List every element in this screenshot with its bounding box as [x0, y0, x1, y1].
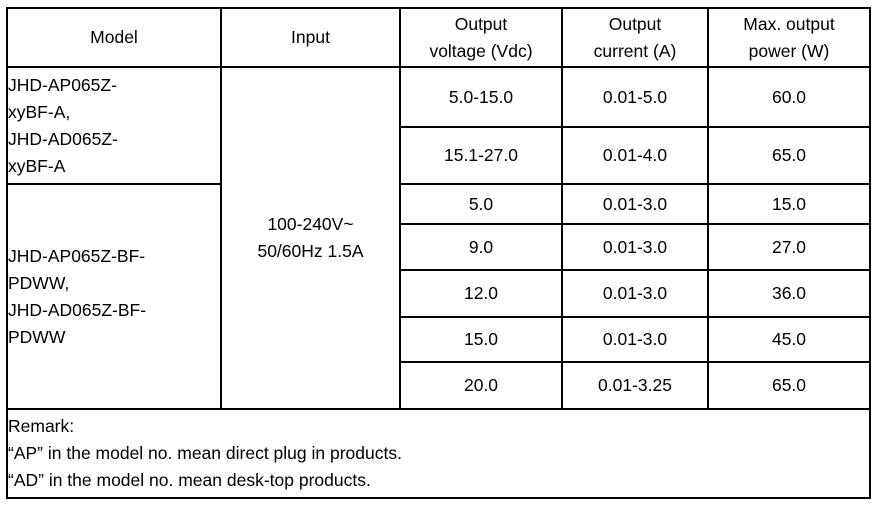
- col-header-input: Input: [220, 7, 401, 68]
- model-line: JHD-AD065Z-: [8, 128, 118, 149]
- output-current-cell: 0.01-3.0: [561, 223, 709, 271]
- col-header-model: Model: [6, 7, 222, 68]
- header-line: current (A): [593, 40, 677, 61]
- header-line: power (W): [748, 40, 830, 61]
- spec-table: Model Input Output voltage (Vdc) Output …: [6, 7, 871, 499]
- remark-row: Remark: “AP” in the model no. mean direc…: [6, 408, 871, 499]
- output-current-cell: 0.01-4.0: [561, 126, 709, 185]
- remark-line: “AD” in the model no. mean desk-top prod…: [8, 470, 371, 490]
- max-power-cell: 15.0: [707, 183, 871, 225]
- output-current-cell: 0.01-3.0: [561, 269, 709, 318]
- output-voltage-cell: 5.0-15.0: [399, 66, 563, 128]
- output-current-cell: 0.01-5.0: [561, 66, 709, 128]
- remark-line: Remark:: [8, 416, 75, 436]
- output-current-cell: 0.01-3.0: [561, 316, 709, 363]
- max-power-cell: 65.0: [707, 126, 871, 185]
- input-line: 100-240V~: [267, 214, 354, 234]
- model-line: PDWW: [8, 326, 66, 347]
- input-cell: 100-240V~ 50/60Hz 1.5A: [220, 66, 401, 410]
- data-row-7: 20.0 0.01-3.25 65.0: [7, 361, 871, 410]
- output-voltage-cell: 5.0: [399, 183, 563, 225]
- output-current-cell: 0.01-3.25: [561, 361, 709, 410]
- col-header-max-power: Max. output power (W): [707, 7, 871, 68]
- col-header-output-current: Output current (A): [561, 7, 709, 68]
- data-row-4: 9.0 0.01-3.0 27.0: [7, 223, 871, 271]
- max-power-cell: 65.0: [707, 361, 871, 410]
- model-line: xyBF-A: [8, 155, 66, 176]
- max-power-cell: 60.0: [707, 66, 871, 128]
- remark-line: “AP” in the model no. mean direct plug i…: [8, 443, 402, 463]
- data-row-3: JHD-AP065Z-BF- PDWW, JHD-AD065Z-BF- PDWW…: [6, 183, 871, 410]
- header-line: Output: [454, 13, 508, 34]
- data-row-6: 15.0 0.01-3.0 45.0: [7, 316, 871, 363]
- max-power-cell: 45.0: [707, 316, 871, 363]
- output-voltage-cell: 15.1-27.0: [399, 126, 563, 185]
- output-current-cell: 0.01-3.0: [561, 183, 709, 225]
- model-cell-group-2: JHD-AP065Z-BF- PDWW, JHD-AD065Z-BF- PDWW: [6, 183, 222, 410]
- model-line: JHD-AD065Z-BF-: [8, 299, 147, 320]
- model-cell-group-1: JHD-AP065Z- xyBF-A, JHD-AD065Z- xyBF-A: [6, 66, 222, 185]
- header-line: Max. output: [743, 13, 835, 34]
- col-header-output-voltage: Output voltage (Vdc): [399, 7, 563, 68]
- max-power-cell: 27.0: [707, 223, 871, 271]
- data-row-5: 12.0 0.01-3.0 36.0: [7, 269, 871, 318]
- output-voltage-cell: 20.0: [399, 361, 563, 410]
- header-line: Output: [608, 13, 662, 34]
- data-row-2: 15.1-27.0 0.01-4.0 65.0: [7, 126, 871, 185]
- model-line: xyBF-A,: [8, 101, 71, 122]
- model-line: JHD-AP065Z-BF-: [8, 245, 146, 266]
- model-line: JHD-AP065Z-: [8, 74, 117, 95]
- max-power-cell: 36.0: [707, 269, 871, 318]
- header-line: voltage (Vdc): [429, 40, 533, 61]
- input-line: 50/60Hz 1.5A: [257, 241, 364, 261]
- remark-cell: Remark: “AP” in the model no. mean direc…: [6, 408, 871, 499]
- header-row: Model Input Output voltage (Vdc) Output …: [6, 7, 871, 68]
- output-voltage-cell: 15.0: [399, 316, 563, 363]
- output-voltage-cell: 9.0: [399, 223, 563, 271]
- output-voltage-cell: 12.0: [399, 269, 563, 318]
- model-line: PDWW,: [8, 272, 70, 293]
- data-row-1: JHD-AP065Z- xyBF-A, JHD-AD065Z- xyBF-A 1…: [6, 66, 871, 410]
